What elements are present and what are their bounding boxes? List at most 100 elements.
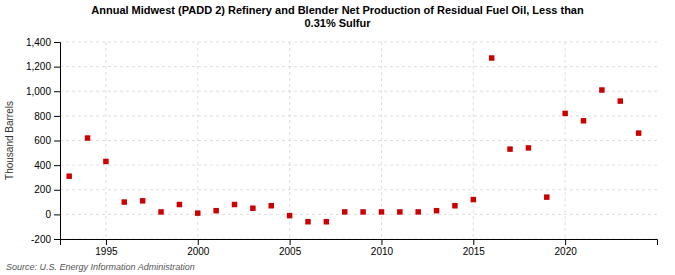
point	[581, 118, 586, 123]
tick: 400	[34, 160, 60, 171]
tick: 1995	[95, 239, 118, 257]
point	[562, 111, 567, 116]
grid-line-y	[60, 66, 657, 67]
tick-mark	[290, 239, 291, 245]
tick-label: 2005	[279, 246, 302, 257]
tick-mark	[54, 67, 60, 68]
grid-line-x	[105, 42, 106, 239]
tick: 2015	[463, 239, 486, 257]
tick-label: 400	[34, 160, 51, 171]
points	[66, 55, 641, 224]
chart: -200 0 200 400 600 800 1,000 1,200 1,400 1995 2000…	[0, 0, 675, 275]
point	[140, 198, 145, 203]
point	[360, 209, 365, 214]
tick-label: -200	[31, 234, 51, 245]
axis-line	[54, 43, 61, 240]
point	[452, 203, 457, 208]
tick-mark	[54, 239, 60, 240]
grid-line-y	[60, 91, 657, 92]
tick-label: 2015	[463, 246, 486, 257]
point	[434, 208, 439, 213]
point	[269, 203, 274, 208]
point	[66, 173, 71, 178]
tick-label: 2020	[555, 246, 578, 257]
tick: 2005	[279, 239, 302, 257]
tick: 600	[34, 135, 60, 146]
point	[158, 209, 163, 214]
grid-line-y	[60, 189, 657, 190]
point	[342, 209, 347, 214]
point	[397, 209, 402, 214]
grid-line-x	[473, 42, 474, 239]
point	[122, 199, 127, 204]
annotation: Source: U.S. Energy Information Administ…	[6, 262, 195, 272]
tick: 1,400	[26, 37, 60, 48]
tick-mark	[106, 239, 107, 245]
tick: -200	[31, 234, 60, 245]
tick-label: 1,000	[26, 86, 51, 97]
tick-mark	[54, 141, 60, 142]
point	[305, 219, 310, 224]
tick-mark	[198, 239, 199, 245]
grid-line-y	[60, 214, 657, 215]
tick-label: 800	[34, 111, 51, 122]
point	[618, 98, 623, 103]
tick-mark	[54, 165, 60, 166]
tick-mark	[54, 42, 60, 43]
point	[250, 205, 255, 210]
point	[213, 208, 218, 213]
grid-line-x	[197, 42, 198, 239]
tick: 1,000	[26, 86, 60, 97]
tick-mark	[381, 239, 382, 245]
point	[195, 210, 200, 215]
tick-mark	[54, 91, 60, 92]
axis-line	[61, 240, 658, 246]
tick-label: 1995	[95, 246, 118, 257]
point	[471, 197, 476, 202]
tick-mark	[54, 190, 60, 191]
tick: 2010	[371, 239, 394, 257]
tick-mark	[473, 239, 474, 245]
y-axis: -200 0 200 400 600 800 1,000 1,200 1,400	[26, 37, 61, 245]
point	[177, 202, 182, 207]
grid-line-y	[60, 42, 657, 43]
grid-line-y	[60, 165, 657, 166]
tick-label: 1,400	[26, 37, 51, 48]
point	[599, 87, 604, 92]
point	[287, 213, 292, 218]
point	[415, 209, 420, 214]
tick: 2000	[187, 239, 210, 257]
tick: 0	[45, 209, 60, 220]
tick-mark	[565, 239, 566, 245]
point	[232, 202, 237, 207]
point	[489, 55, 494, 60]
tick-mark	[54, 214, 60, 215]
tick-label: 0	[45, 209, 51, 220]
x-axis: 1995 2000 2005 2010 2015 2020	[61, 239, 658, 257]
point	[379, 209, 384, 214]
point	[85, 135, 90, 140]
tick-label: 200	[34, 184, 51, 195]
tick: 1,200	[26, 61, 60, 72]
title: Annual Midwest (PADD 2) Refinery and Ble…	[91, 4, 584, 29]
point	[507, 146, 512, 151]
y-axis-title: Thousand Barrels	[4, 101, 15, 180]
plot: -200 0 200 400 600 800 1,000 1,200 1,400 1995 2000…	[26, 37, 658, 257]
point	[526, 145, 531, 150]
tick: 800	[34, 111, 60, 122]
tick-label: 2010	[371, 246, 394, 257]
grid-line-x	[289, 42, 290, 239]
point	[103, 159, 108, 164]
grid-line-y	[60, 140, 657, 141]
tick-label: 1,200	[26, 61, 51, 72]
tick: 200	[34, 184, 60, 195]
tick-label: 2000	[187, 246, 210, 257]
grid	[60, 42, 657, 239]
grid-line-x	[565, 42, 566, 239]
tick-label: 600	[34, 135, 51, 146]
point	[324, 219, 329, 224]
point	[636, 130, 641, 135]
tick: 2020	[555, 239, 578, 257]
point	[544, 194, 549, 199]
tick-mark	[54, 116, 60, 117]
